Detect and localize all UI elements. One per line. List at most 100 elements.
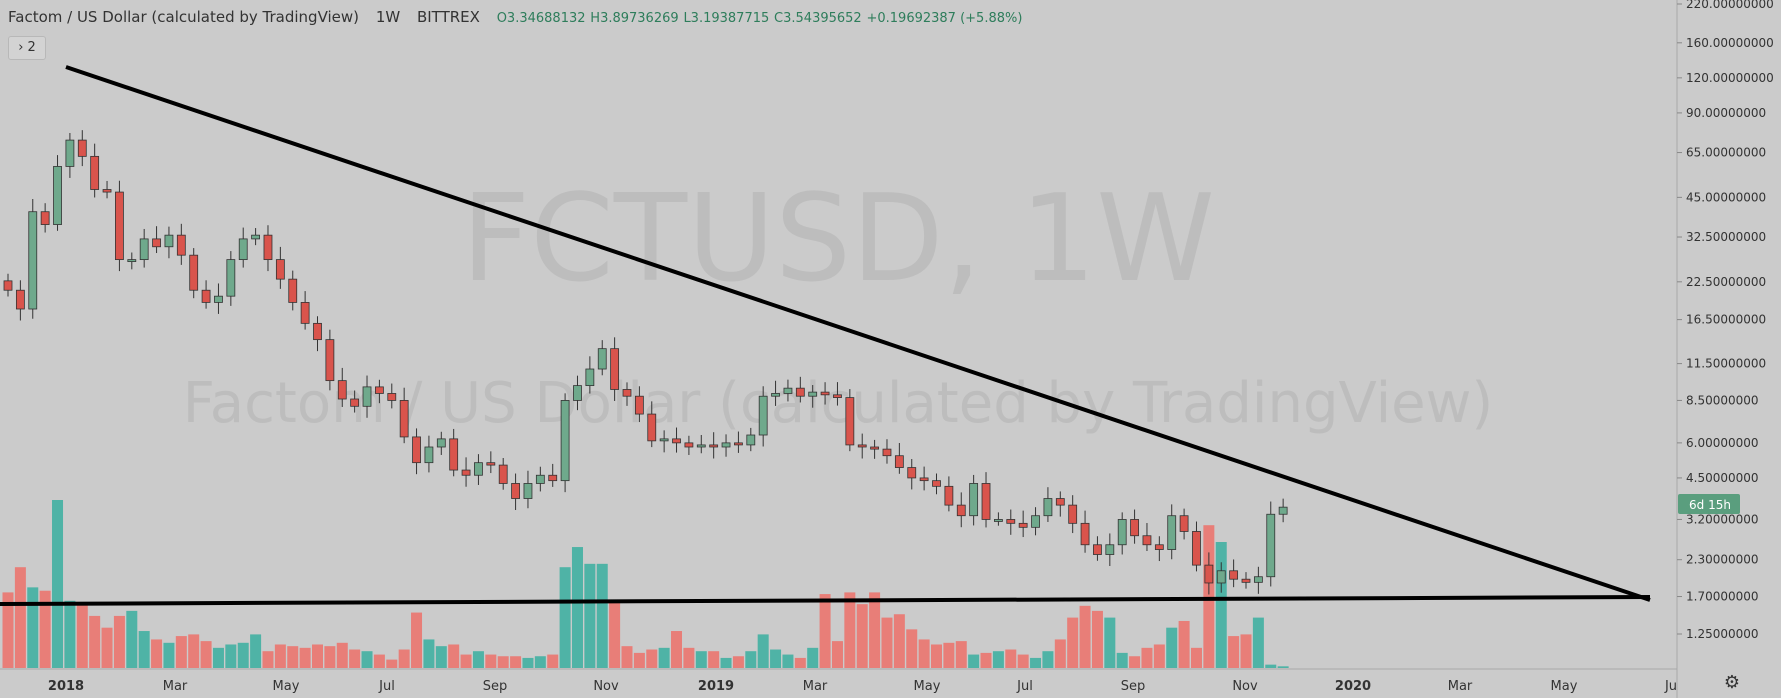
volume-bars bbox=[2, 500, 1289, 668]
symbol-title: Factom / US Dollar (calculated by Tradin… bbox=[8, 8, 360, 26]
volume-bar bbox=[1252, 617, 1264, 668]
volume-bar bbox=[522, 657, 534, 668]
candle-body bbox=[535, 474, 545, 484]
volume-bar bbox=[559, 567, 571, 668]
volume-bar bbox=[1166, 627, 1178, 668]
volume-bar bbox=[807, 647, 819, 668]
volume-bar bbox=[1067, 617, 1079, 668]
volume-bar bbox=[126, 610, 138, 668]
horizontal-support-line bbox=[0, 595, 1651, 606]
volume-bar bbox=[2, 592, 14, 668]
volume-bar bbox=[695, 651, 707, 668]
candle-body bbox=[1093, 544, 1102, 555]
volume-bar bbox=[1153, 644, 1165, 668]
candle-body bbox=[1167, 515, 1177, 550]
volume-bar bbox=[881, 617, 893, 668]
candle-body bbox=[659, 438, 669, 442]
volume-bar bbox=[534, 656, 546, 668]
candle-body bbox=[164, 234, 174, 248]
time-tick-label: Mar bbox=[803, 679, 828, 694]
time-tick-label: Jul bbox=[378, 679, 395, 694]
candle-body bbox=[201, 289, 211, 303]
volume-bar bbox=[609, 600, 621, 668]
candle-body bbox=[845, 397, 855, 446]
candle-body bbox=[1266, 513, 1276, 578]
price-tick-label: 90.00000000 bbox=[1686, 106, 1766, 120]
candle-body bbox=[288, 278, 298, 303]
price-tick-label: 11.50000000 bbox=[1686, 357, 1766, 371]
candle-body bbox=[1068, 504, 1078, 524]
time-tick-label: May bbox=[914, 679, 941, 694]
volume-bar bbox=[1277, 666, 1289, 668]
candle-body bbox=[152, 238, 161, 248]
candle-body bbox=[424, 446, 434, 464]
candle-body bbox=[90, 155, 100, 190]
volume-bar bbox=[423, 639, 435, 668]
candle-body bbox=[795, 387, 805, 397]
time-axis[interactable]: 2018 Mar May Jul Sep Nov 2019 Mar May Jul Sep Nov 20… bbox=[48, 679, 1677, 694]
candle-body bbox=[758, 395, 768, 436]
candle-body bbox=[610, 348, 620, 390]
ohlc-high: H3.89736269 bbox=[590, 11, 679, 26]
candle-body bbox=[1278, 506, 1288, 515]
volume-bar bbox=[237, 642, 249, 668]
volume-bar bbox=[510, 656, 522, 668]
volume-bar bbox=[992, 651, 1004, 668]
candle-body bbox=[1216, 570, 1226, 584]
candle-body bbox=[313, 322, 322, 341]
volume-bar bbox=[1215, 542, 1227, 668]
candle-body bbox=[1117, 519, 1127, 546]
candle-body bbox=[647, 413, 657, 442]
candle-body bbox=[77, 139, 87, 157]
countdown-badge: 6d 15h bbox=[1678, 494, 1740, 514]
volume-bar bbox=[188, 634, 200, 668]
candle-body bbox=[498, 464, 508, 484]
candle-body bbox=[325, 339, 335, 382]
volume-bar bbox=[794, 657, 806, 668]
price-axis[interactable]: 220.00000000 160.00000000 120.00000000 90.0… bbox=[1677, 0, 1774, 641]
candle-body bbox=[1018, 522, 1028, 528]
volume-bar bbox=[411, 612, 423, 668]
candle-body bbox=[449, 438, 459, 471]
volume-bar bbox=[571, 547, 583, 668]
volume-bar bbox=[782, 654, 794, 668]
candle-body bbox=[176, 234, 186, 256]
volume-bar bbox=[1091, 610, 1103, 668]
ohlc-open: O3.34688132 bbox=[496, 11, 586, 26]
gear-icon[interactable]: ⚙ bbox=[1723, 672, 1741, 693]
candle-body bbox=[560, 400, 570, 482]
volume-bar bbox=[869, 592, 881, 668]
candle-body bbox=[1006, 519, 1016, 524]
candle-body bbox=[634, 395, 644, 415]
candle-body bbox=[1055, 498, 1065, 506]
collapsed-indicators-button[interactable]: › 2 bbox=[8, 36, 46, 60]
volume-bar bbox=[547, 654, 559, 668]
volume-bar bbox=[1141, 647, 1153, 668]
volume-bar bbox=[757, 634, 769, 668]
candle-body bbox=[275, 259, 285, 280]
candle-body bbox=[461, 469, 471, 476]
volume-bar bbox=[472, 651, 484, 668]
volume-bar bbox=[844, 592, 856, 668]
candle-body bbox=[1229, 570, 1239, 580]
price-tick-label: 45.00000000 bbox=[1686, 190, 1766, 204]
watermark-symbol: FCTUSD, 1W bbox=[461, 170, 1215, 309]
volume-bar bbox=[1030, 657, 1042, 668]
price-tick-label: 16.50000000 bbox=[1686, 313, 1766, 327]
ohlc-close: C3.54395652 bbox=[774, 11, 862, 26]
volume-bar bbox=[819, 594, 831, 668]
time-tick-label: Sep bbox=[1121, 679, 1146, 694]
candle-body bbox=[573, 385, 582, 401]
volume-bar bbox=[175, 636, 187, 668]
volume-bar bbox=[1005, 649, 1017, 668]
ohlc-change: +0.19692387 (+5.88%) bbox=[866, 11, 1023, 26]
candle-body bbox=[1080, 522, 1090, 546]
volume-bar bbox=[1265, 664, 1277, 668]
price-tick-label: 1.25000000 bbox=[1686, 627, 1759, 641]
volume-bar bbox=[1178, 620, 1190, 668]
candle-body bbox=[436, 438, 446, 448]
volume-bar bbox=[163, 642, 175, 668]
volume-bar bbox=[918, 639, 930, 668]
